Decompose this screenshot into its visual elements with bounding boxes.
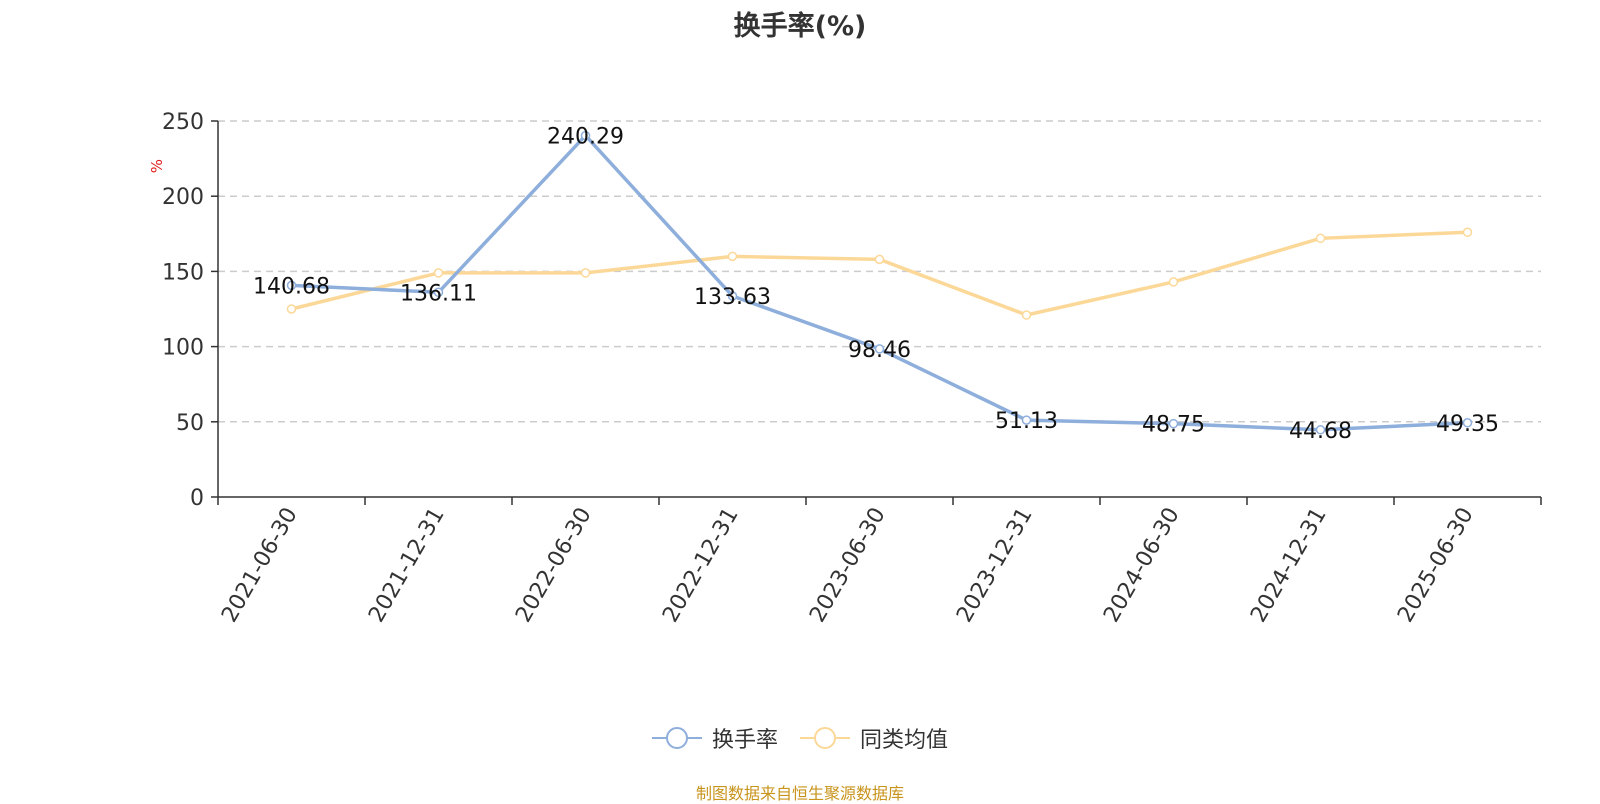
data-label: 48.75 (1142, 413, 1205, 438)
data-label-layer: 140.68 136.11 240.29 133.63 98.46 51.13 48.75 4… (253, 125, 1499, 444)
x-tick-label: 2023-06-30 (805, 504, 891, 627)
y-tick-label: 0 (190, 486, 204, 511)
data-label: 136.11 (400, 281, 477, 306)
y-tick-label: 250 (162, 110, 204, 135)
y-tick-label: 50 (176, 411, 204, 436)
data-label: 140.68 (253, 274, 330, 299)
y-tick-label: 200 (162, 185, 204, 210)
data-point (1315, 233, 1326, 244)
y-tick-label: 150 (162, 260, 204, 285)
x-tick-label: 2023-12-31 (952, 504, 1038, 627)
x-tick-label: 2024-12-31 (1246, 504, 1332, 627)
x-tick-label: 2022-12-31 (658, 504, 744, 627)
data-point (433, 268, 444, 278)
data-point (1021, 310, 1032, 320)
legend-item-turnover[interactable]: 换手率 (651, 722, 778, 754)
data-point (433, 287, 444, 298)
x-tick-label: 2025-06-30 (1393, 504, 1479, 627)
data-point (1462, 418, 1473, 428)
data-point (1315, 425, 1326, 435)
data-label: 51.13 (995, 409, 1058, 434)
data-point (874, 254, 885, 265)
data-point (580, 130, 591, 141)
data-point (874, 344, 885, 354)
legend-label-peer-average: 同类均值 (860, 728, 949, 753)
x-tick-label: 2024-06-30 (1099, 504, 1185, 627)
data-label: 240.29 (547, 125, 624, 150)
data-point (1462, 227, 1473, 238)
chart-title: 换手率(%) (733, 11, 867, 42)
legend-line-circle-icon (651, 727, 702, 749)
legend-item-peer-average[interactable]: 同类均值 (800, 722, 948, 754)
legend-line-circle-icon (800, 727, 850, 749)
data-point (1168, 418, 1179, 429)
legend: 换手率 同类均值 (0, 722, 1600, 754)
source-footer: 制图数据来自恒生聚源数据库 (695, 784, 904, 803)
data-label: 98.46 (848, 338, 911, 363)
data-point (727, 291, 738, 301)
axis-layer: 0 50 100 150 200 250% 2021-06-30 2021-12-31 2022… (148, 110, 1542, 627)
legend-label-turnover: 换手率 (711, 728, 778, 753)
data-point (1021, 415, 1032, 425)
data-point (1168, 277, 1179, 287)
x-tick-label: 2022-06-30 (511, 504, 597, 627)
data-point (580, 268, 591, 278)
x-tick-label: 2021-06-30 (217, 504, 303, 627)
data-point (286, 280, 297, 291)
y-tick-label: 100 (162, 336, 204, 361)
series-layer (286, 130, 1473, 435)
data-point (286, 304, 297, 314)
data-label: 49.35 (1436, 412, 1499, 437)
x-tick-label: 2021-12-31 (364, 504, 450, 627)
data-label: 133.63 (694, 285, 771, 310)
data-label: 44.68 (1289, 419, 1352, 444)
grid-layer (218, 120, 1541, 423)
data-point (727, 251, 738, 262)
y-axis-unit-label: % (148, 159, 166, 173)
